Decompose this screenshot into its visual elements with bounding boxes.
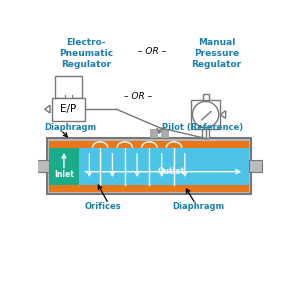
Text: Manual
Pressure
Regulator: Manual Pressure Regulator <box>191 38 242 69</box>
Text: – OR –: – OR – <box>124 92 152 101</box>
Text: Diaphragm: Diaphragm <box>44 123 96 132</box>
Bar <box>49 148 249 184</box>
Text: Pilot (Reference): Pilot (Reference) <box>163 123 244 132</box>
Bar <box>49 148 78 184</box>
Bar <box>49 184 249 191</box>
Text: – OR –: – OR – <box>138 47 166 56</box>
Bar <box>55 76 82 98</box>
Bar <box>52 98 86 121</box>
Bar <box>202 94 209 100</box>
Bar <box>161 129 169 138</box>
Bar <box>65 96 73 101</box>
Bar <box>191 100 220 129</box>
Bar <box>36 160 49 172</box>
Text: Inlet: Inlet <box>54 170 74 179</box>
Text: E/P: E/P <box>60 104 77 114</box>
Text: Diaphragm: Diaphragm <box>172 202 224 211</box>
Bar <box>202 129 210 138</box>
Text: Orifices: Orifices <box>85 202 121 211</box>
Bar <box>49 141 249 148</box>
Bar <box>47 138 251 194</box>
Bar <box>250 160 262 172</box>
Text: Electro-
Pneumatic
Regulator: Electro- Pneumatic Regulator <box>59 38 113 69</box>
Text: Outlet: Outlet <box>157 167 184 176</box>
Bar <box>150 129 158 138</box>
